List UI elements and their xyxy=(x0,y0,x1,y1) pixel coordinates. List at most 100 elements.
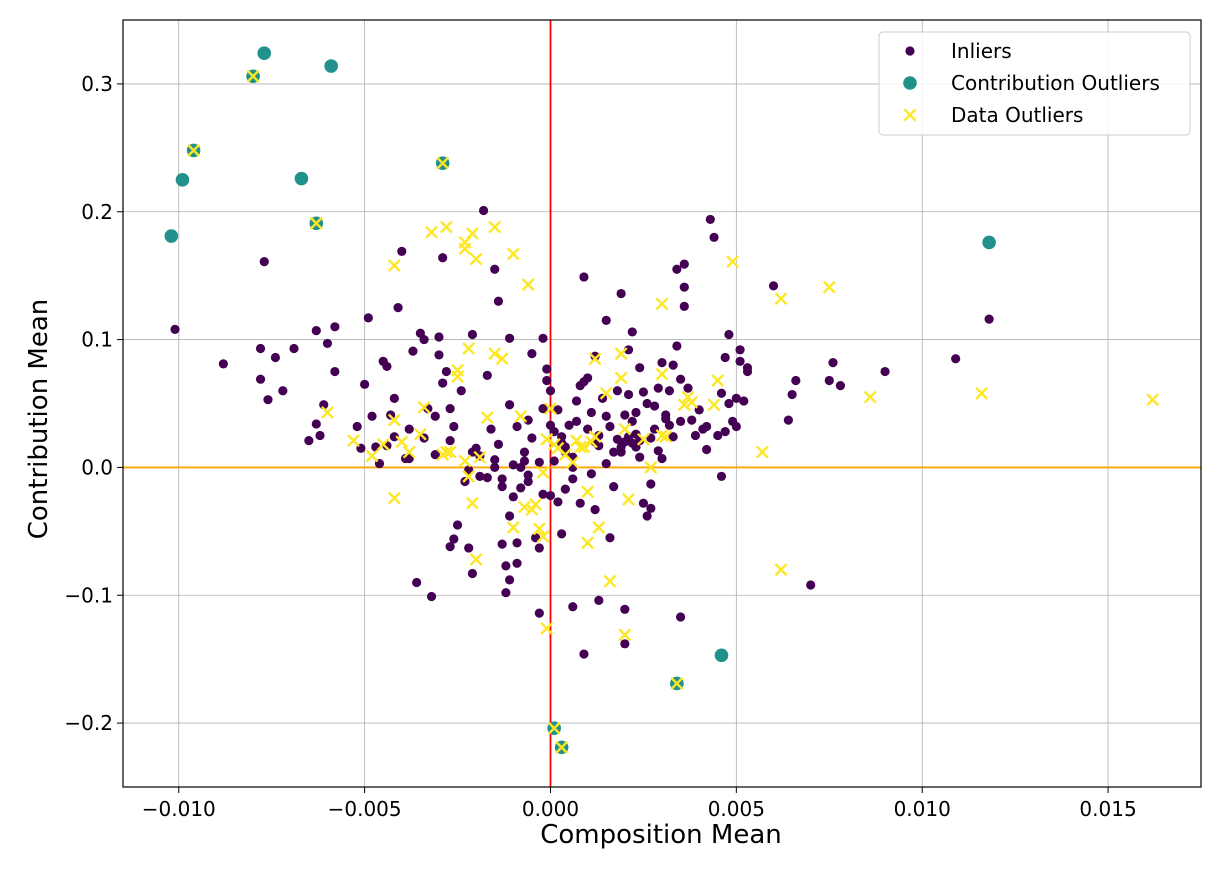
inlier-point xyxy=(735,356,745,366)
inlier-point xyxy=(620,410,630,420)
inlier-point xyxy=(653,383,663,393)
inlier-point xyxy=(441,366,451,377)
y-tick-label: 0.3 xyxy=(81,72,113,96)
inlier-point xyxy=(255,374,266,384)
data-outlier-point xyxy=(521,278,535,292)
data-outlier-point xyxy=(465,227,479,240)
y-tick-label: 0.1 xyxy=(81,328,113,352)
inlier-point xyxy=(664,420,675,430)
inlier-point xyxy=(568,602,578,612)
legend-label: Inliers xyxy=(951,39,1012,63)
data-outlier-point xyxy=(376,437,390,451)
inlier-point xyxy=(523,415,533,425)
data-outlier-point xyxy=(402,445,416,459)
data-outlier-point xyxy=(707,398,721,412)
data-outlier-point xyxy=(495,352,509,366)
legend-label: Contribution Outliers xyxy=(951,71,1160,95)
inlier-point xyxy=(951,354,961,364)
inlier-point xyxy=(590,351,600,361)
inlier-point xyxy=(319,400,329,410)
data-outlier-point xyxy=(309,216,323,230)
data-outlier-point xyxy=(592,521,606,534)
legend-marker xyxy=(903,76,917,90)
legend-marker xyxy=(905,46,915,56)
data-outlier-point xyxy=(187,143,201,157)
inlier-point xyxy=(259,257,269,267)
data-outlier-point xyxy=(774,563,788,577)
inlier-point xyxy=(720,352,730,363)
inlier-point xyxy=(649,401,660,411)
inlier-point xyxy=(170,324,180,334)
inlier-point xyxy=(880,366,890,377)
inlier-point xyxy=(742,363,753,373)
inlier-point xyxy=(255,343,266,354)
inlier-point xyxy=(363,313,373,323)
inlier-point xyxy=(523,470,533,480)
data-outlier-point xyxy=(655,297,669,311)
inlier-point xyxy=(478,205,489,216)
inlier-point xyxy=(739,396,749,406)
inlier-point xyxy=(542,375,552,386)
data-outlier-point xyxy=(622,492,635,506)
inlier-point xyxy=(594,595,604,605)
data-outlier-point xyxy=(774,292,788,306)
inlier-point xyxy=(616,288,626,299)
inlier-point xyxy=(449,421,459,432)
inlier-point xyxy=(835,381,846,391)
inlier-point xyxy=(601,458,611,469)
inlier-point xyxy=(653,446,663,456)
inlier-point xyxy=(642,511,652,521)
inlier-point xyxy=(438,378,448,388)
inlier-point xyxy=(705,214,715,225)
data-outlier-point xyxy=(387,413,401,427)
inlier-point xyxy=(523,476,533,487)
inlier-point xyxy=(668,432,678,442)
inlier-point xyxy=(497,474,507,484)
inlier-point xyxy=(512,558,522,568)
inlier-point xyxy=(553,497,563,507)
inlier-point xyxy=(538,404,548,414)
inlier-point xyxy=(400,453,411,464)
inlier-point xyxy=(583,373,593,383)
data-outlier-point xyxy=(1146,393,1160,407)
inlier-point xyxy=(389,432,399,442)
x-tick-label: 0.015 xyxy=(1079,797,1136,821)
inlier-point xyxy=(575,498,585,508)
inlier-point xyxy=(594,441,604,451)
data-outlier-point xyxy=(436,448,450,462)
inlier-point xyxy=(263,395,273,405)
inlier-point xyxy=(519,447,530,457)
inlier-point xyxy=(311,326,321,336)
legend-box xyxy=(878,31,1191,136)
data-outlier-point xyxy=(614,347,628,361)
inlier-point xyxy=(791,375,801,386)
inlier-point xyxy=(713,430,723,441)
inlier-point xyxy=(393,303,403,313)
data-outlier-point xyxy=(655,367,669,381)
inlier-point xyxy=(828,357,838,368)
data-outlier-point xyxy=(518,500,531,514)
inlier-point xyxy=(664,386,675,396)
inlier-point xyxy=(467,447,478,457)
inlier-point xyxy=(627,327,637,337)
inlier-point xyxy=(731,421,741,432)
inlier-point xyxy=(501,561,511,571)
inlier-point xyxy=(601,315,611,326)
inlier-point xyxy=(638,498,649,508)
data-outlier-point xyxy=(618,628,632,642)
data-outlier-point xyxy=(726,255,740,269)
data-outlier-point xyxy=(566,455,580,469)
x-tick-label: 0.010 xyxy=(894,797,951,821)
inlier-point xyxy=(449,534,459,544)
inlier-point xyxy=(508,460,518,470)
inlier-point xyxy=(467,329,478,340)
inlier-point xyxy=(445,542,455,552)
inlier-point xyxy=(389,393,399,403)
data-outlier-point xyxy=(469,252,483,266)
data-outlier-point xyxy=(581,536,595,550)
data-outlier-point xyxy=(462,469,476,483)
inlier-point xyxy=(508,492,518,502)
inlier-point xyxy=(464,465,474,475)
inlier-point xyxy=(609,447,619,457)
